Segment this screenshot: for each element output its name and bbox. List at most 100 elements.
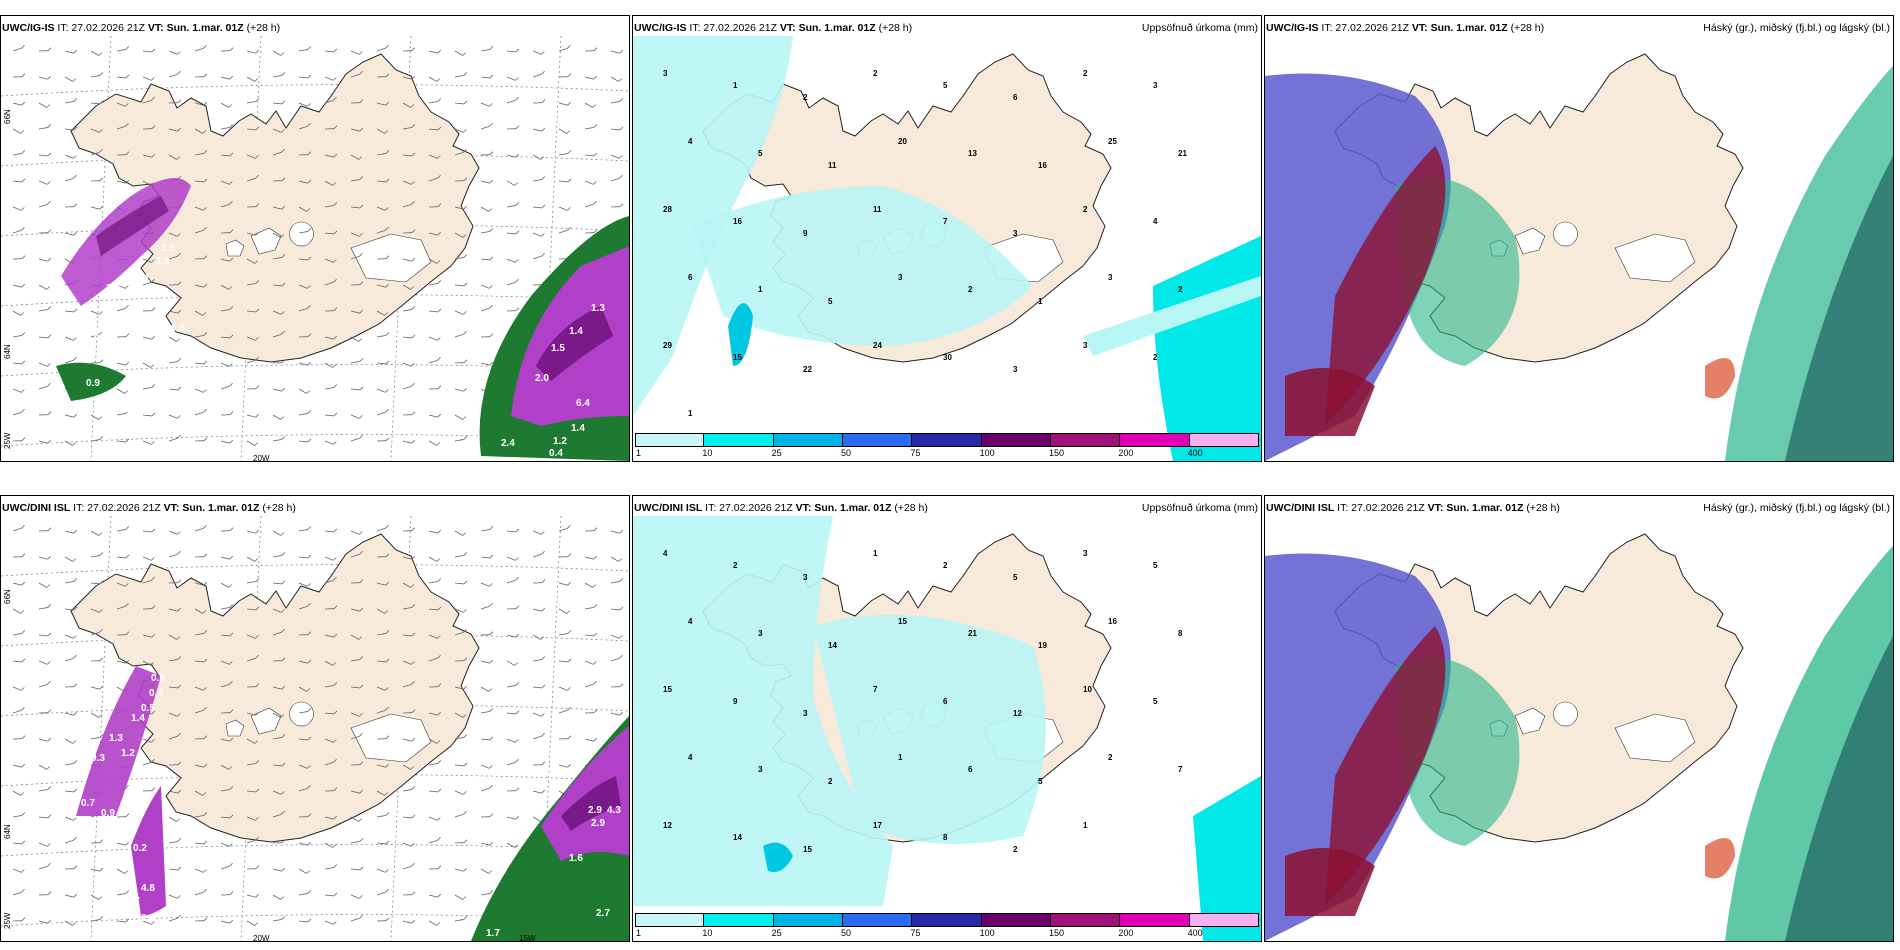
value-label: 1.7: [486, 928, 500, 939]
value-label: 28: [663, 205, 672, 214]
value-label: 2: [873, 69, 878, 78]
value-label: 0.7: [126, 896, 140, 907]
value-label: 6.4: [576, 398, 590, 409]
value-label: 20: [898, 137, 907, 146]
value-label: 0.6: [93, 328, 107, 339]
value-label: 1.2: [121, 748, 135, 759]
value-label: 15: [898, 617, 907, 626]
colorbar-swatch: [843, 433, 913, 447]
value-label: 6: [1013, 93, 1018, 102]
colorbar-swatch: [981, 913, 1051, 927]
colorbar-swatch: [1051, 913, 1121, 927]
value-label: 1: [688, 409, 693, 418]
panel-header: UWC/IG-IS IT: 27.02.2026 21Z VT: Sun. 1.…: [2, 22, 281, 34]
value-label: 15: [803, 845, 812, 854]
value-label: 2.7: [596, 908, 610, 919]
value-label: 15: [733, 353, 742, 362]
value-label: 1: [898, 753, 903, 762]
panel-title: Háský (gr.), miðský (fj.bl.) og lágský (…: [1703, 502, 1890, 514]
colorbar-tick: 100: [979, 448, 995, 458]
value-label: 7: [943, 217, 948, 226]
value-label: 1.5: [161, 243, 175, 254]
value-label: 16: [733, 217, 742, 226]
lat-label: 25W: [3, 432, 12, 449]
colorbar-tick: 400: [1187, 448, 1203, 458]
value-label: 0.6: [171, 323, 185, 334]
value-label: 1: [1038, 297, 1043, 306]
colorbar-swatch: [635, 433, 705, 447]
colorbar-tick: 25: [771, 448, 782, 458]
value-label: 14: [733, 833, 742, 842]
value-label: 0.6: [151, 673, 165, 684]
panel-title: Uppsöfnuð úrkoma (mm): [1141, 22, 1258, 34]
colorbar-tick: 400: [1187, 928, 1203, 938]
colorbar-tick: 150: [1049, 448, 1065, 458]
value-label: 5: [1153, 697, 1158, 706]
value-label: 7: [873, 685, 878, 694]
value-label: 3: [803, 709, 808, 718]
colorbar-swatch: [704, 433, 774, 447]
lat-label: 66N: [3, 109, 12, 124]
value-label: 8: [1178, 629, 1183, 638]
value-label: 14: [828, 641, 837, 650]
value-label: 1.2: [553, 436, 567, 447]
precip-colorbar: 1 10 25 50 75 100 150 200 400: [635, 433, 1259, 459]
value-label: 1.3: [591, 303, 605, 314]
panel-title: Háský (gr.), miðský (fj.bl.) og lágský (…: [1703, 22, 1890, 34]
value-label: 11: [873, 205, 882, 214]
colorbar-swatch: [1120, 433, 1190, 447]
colorbar-tick: 200: [1118, 448, 1134, 458]
value-label: 5: [758, 149, 763, 158]
value-label: 4: [688, 617, 693, 626]
value-label: 3: [1153, 81, 1158, 90]
colorbar-tick: 150: [1049, 928, 1065, 938]
colorbar-tick: 25: [771, 928, 782, 938]
value-label: 3: [1013, 229, 1018, 238]
value-label: 2: [1083, 205, 1088, 214]
value-label: 10: [1083, 685, 1092, 694]
value-label: 1.4: [161, 323, 175, 334]
panel-title: Uppsöfnuð úrkoma (mm): [1141, 502, 1258, 514]
value-label: 1.3: [109, 733, 123, 744]
value-label: 9: [733, 697, 738, 706]
value-label: 0.2: [133, 843, 147, 854]
value-label: 3: [803, 573, 808, 582]
wind-precip-map: 1.51.61.11.30.60.91.3 1.50.61.41.31.41.52…: [1, 36, 629, 461]
value-label: 5: [943, 81, 948, 90]
value-label: 0.4: [149, 688, 163, 699]
value-label: 3: [1083, 549, 1088, 558]
value-label: 12: [663, 821, 672, 830]
value-label: 22: [803, 365, 812, 374]
value-label: 1: [1083, 821, 1088, 830]
value-label: 13: [968, 149, 977, 158]
colorbar-swatch: [773, 913, 843, 927]
value-label: 0.9: [86, 378, 100, 389]
value-label: 4.3: [607, 805, 621, 816]
colorbar-swatch: [912, 433, 982, 447]
lat-label: 66N: [3, 589, 12, 604]
value-label: 1.6: [569, 853, 583, 864]
colorbar-tick: 75: [910, 928, 921, 938]
value-label: 2: [803, 93, 808, 102]
value-label: 0.5: [141, 703, 155, 714]
panel-igis-precip: UWC/IG-IS IT: 27.02.2026 21Z VT: Sun. 1.…: [632, 15, 1262, 462]
value-label: 5: [828, 297, 833, 306]
colorbar-tick: 1: [636, 928, 642, 938]
value-label: 12: [1013, 709, 1022, 718]
value-label: 16: [1038, 161, 1047, 170]
wind-precip-map: 0.60.40.51.41.31.20.30.70.90.24.80.70.22…: [1, 516, 629, 941]
value-label: 1.5: [551, 343, 565, 354]
colorbar-tick: 10: [702, 928, 713, 938]
precip-map: 3122562345112013162521281691173246153213…: [633, 36, 1261, 461]
colorbar-tick: 75: [910, 448, 921, 458]
value-label: 5: [1153, 561, 1158, 570]
colorbar-swatch: [1051, 433, 1121, 447]
value-label: 25: [1108, 137, 1117, 146]
value-label: 2: [943, 561, 948, 570]
value-label: 1.1: [136, 273, 150, 284]
value-label: 17: [873, 821, 882, 830]
value-label: 16: [1108, 617, 1117, 626]
value-label: 2.4: [501, 438, 515, 449]
value-label: 2.0: [535, 373, 549, 384]
value-label: 0.9: [101, 808, 115, 819]
